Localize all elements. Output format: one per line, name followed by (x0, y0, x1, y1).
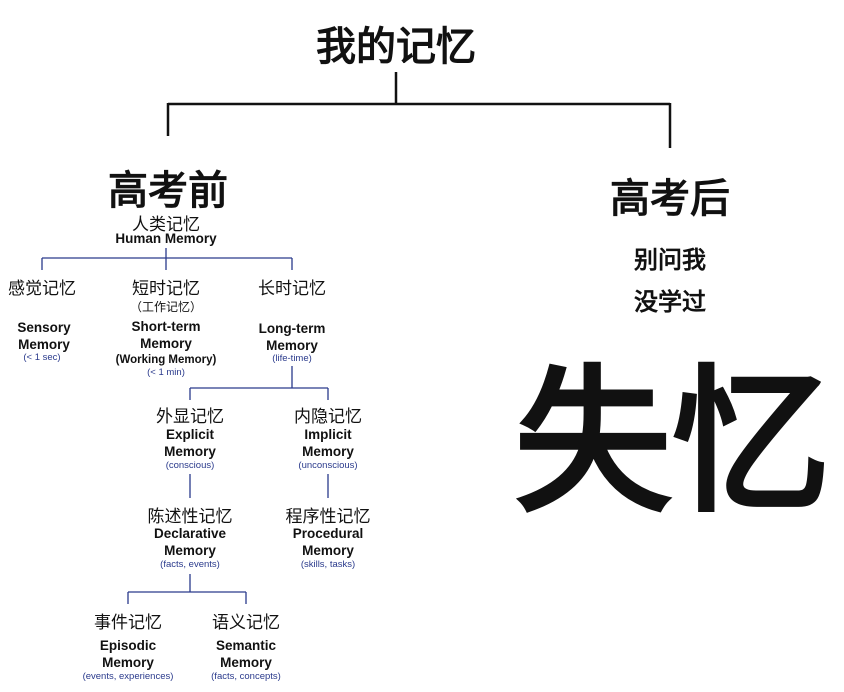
procedural-zh: 程序性记忆 (285, 507, 371, 527)
episodic-en-1: Episodic (99, 638, 157, 653)
sensory-en-1: Sensory (17, 320, 71, 335)
long-term-en-1: Long-term (258, 321, 326, 336)
episodic-en-2: Memory (102, 655, 154, 670)
implicit-zh: 内隐记忆 (294, 407, 362, 427)
declarative-en-2: Memory (164, 543, 216, 558)
explicit-en-1: Explicit (165, 427, 214, 442)
declarative-note: (facts, events) (160, 559, 220, 570)
long-term-note: (life-time) (272, 353, 312, 364)
procedural-en-1: Procedural (292, 526, 364, 541)
explicit-en-2: Memory (164, 444, 216, 459)
declarative-zh: 陈述性记忆 (147, 507, 233, 527)
episodic-zh: 事件记忆 (94, 613, 162, 633)
implicit-en-1: Implicit (304, 427, 352, 442)
short-term-en-3: (Working Memory) (115, 354, 217, 366)
long-term-zh: 长时记忆 (258, 279, 326, 299)
short-term-en-2: Memory (140, 336, 192, 351)
implicit-en-2: Memory (302, 444, 354, 459)
semantic-en-2: Memory (220, 655, 272, 670)
implicit-note: (unconscious) (298, 460, 358, 471)
page-title: 我的记忆 (316, 24, 476, 70)
procedural-en-2: Memory (302, 543, 354, 558)
sensory-note: (< 1 sec) (23, 352, 61, 363)
sensory-zh: 感觉记忆 (8, 279, 76, 299)
declarative-en-1: Declarative (153, 526, 227, 541)
root-node-zh: 人类记忆 (132, 215, 200, 235)
semantic-zh: 语义记忆 (212, 613, 280, 633)
left-heading: 高考前 (108, 168, 228, 214)
explicit-zh: 外显记忆 (156, 407, 224, 427)
short-term-zh-note: （工作记忆） (129, 300, 202, 314)
answer-line-2: 没学过 (634, 288, 706, 316)
root-node-en: Human Memory (115, 231, 217, 246)
long-term-en-2: Memory (266, 338, 318, 353)
short-term-zh: 短时记忆 (132, 279, 200, 299)
explicit-note: (conscious) (165, 460, 215, 471)
semantic-note: (facts, concepts) (211, 671, 281, 682)
answer-line-1: 别问我 (634, 246, 706, 274)
episodic-note: (events, experiences) (82, 671, 174, 682)
right-heading: 高考后 (610, 176, 730, 222)
semantic-en-1: Semantic (215, 638, 277, 653)
procedural-note: (skills, tasks) (300, 559, 356, 570)
sensory-en-2: Memory (18, 337, 70, 352)
short-term-en-1: Short-term (131, 319, 201, 334)
short-term-note: (< 1 min) (147, 367, 185, 378)
verdict-text: 失忆 (514, 351, 830, 535)
